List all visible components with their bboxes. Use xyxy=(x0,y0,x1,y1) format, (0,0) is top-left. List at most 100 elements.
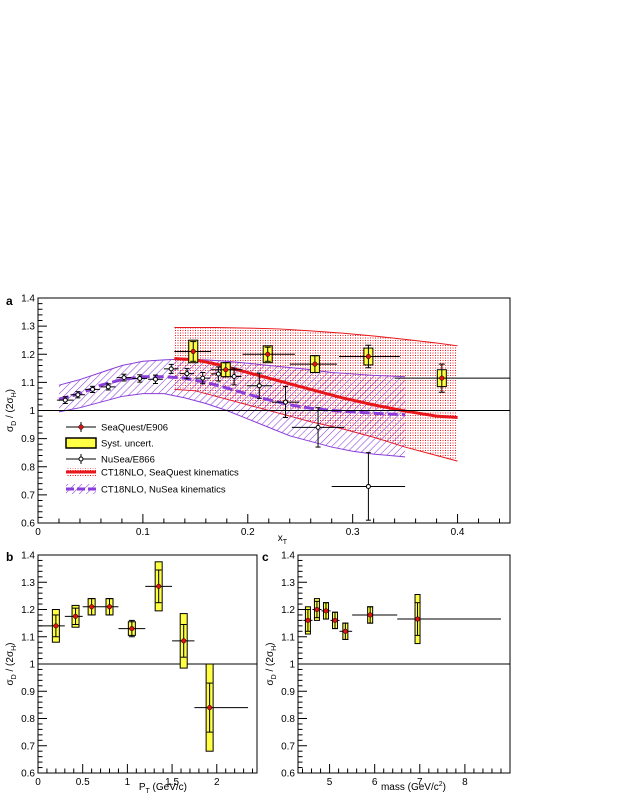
panel-c-xtick-label: 8 xyxy=(462,777,468,788)
mass-seaquest-point xyxy=(305,617,311,623)
panel-c-ytick-label: 1.4 xyxy=(281,551,295,562)
panel-b-xtick-label: 2 xyxy=(214,777,220,788)
legend-seaquest-marker xyxy=(78,424,84,430)
nusea-point xyxy=(152,376,158,382)
panel-a-xlabel-sub: T xyxy=(283,539,288,546)
nusea-point xyxy=(231,373,237,379)
panel-c-ytick-label: 0.7 xyxy=(281,741,295,752)
panel-c-ylabel-sub-d: D xyxy=(271,674,278,679)
mass-seaquest-point xyxy=(314,606,320,613)
nusea-point xyxy=(75,392,81,398)
nusea-point xyxy=(365,483,371,489)
panel-a-ytick-label: 0.9 xyxy=(21,434,35,445)
nusea-point xyxy=(215,371,221,377)
panel-b-xlabel-main: P xyxy=(139,782,146,793)
panel-a-ytick-label: 1 xyxy=(29,406,35,417)
legend-label-seaquest: SeaQuest/E906 xyxy=(101,423,168,434)
pt-seaquest-point xyxy=(207,705,213,711)
nusea-point xyxy=(137,375,143,381)
pt-seaquest-point xyxy=(53,623,59,629)
pt-seaquest-point xyxy=(89,604,95,610)
panel-c-ylabel-sigma-d: σ xyxy=(265,679,276,686)
legend-nusea-marker xyxy=(78,456,84,462)
panel-b-xtick-label: 0.5 xyxy=(76,777,90,788)
panel-a-data xyxy=(56,339,510,521)
nusea-point xyxy=(315,424,321,430)
panel-b-xtick-label: 1 xyxy=(125,777,131,788)
pt-seaquest-point xyxy=(129,626,135,632)
panel-a-legend: SeaQuest/E906 Syst. uncert. NuSea/E866 CT18… xyxy=(65,422,239,496)
panel-b-ylabel: σD / (2σH) xyxy=(5,642,18,685)
panel-b-ytick-label: 1.2 xyxy=(21,605,35,616)
panel-b-label: b xyxy=(6,550,13,564)
panel-a-ytick-label: 1.2 xyxy=(21,350,35,361)
seaquest-point xyxy=(365,353,371,360)
panel-a-ytick-label: 0.7 xyxy=(21,490,35,501)
seaquest-point xyxy=(312,361,318,367)
panel-a-ytick-label: 0.8 xyxy=(21,462,35,473)
panel-a-ylabel: σD / (2σH) xyxy=(5,389,18,432)
panel-b-ytick-label: 0.8 xyxy=(21,714,35,725)
panel-c-ytick-label: 1.1 xyxy=(281,632,295,643)
mass-seaquest-point xyxy=(414,616,421,622)
panel-b-ytick-label: 1.1 xyxy=(21,632,35,643)
panel-c-ytick-label: 1.3 xyxy=(281,578,295,589)
panel-a-xlabel: xT xyxy=(278,533,288,546)
panel-a-ylabel-sub-d: D xyxy=(11,421,18,426)
panel-a-ytick-label: 1.3 xyxy=(21,322,35,333)
panel-c-ytick-label: 1 xyxy=(289,660,295,671)
ct18-seaquest-band-upper xyxy=(174,327,458,347)
panel-c-xlabel-main: mass (GeV/c xyxy=(381,782,439,793)
panel-b-ytick-label: 0.7 xyxy=(21,741,35,752)
nusea-point xyxy=(105,384,111,390)
nusea-point xyxy=(200,375,206,381)
panel-a-ytick-label: 0.6 xyxy=(21,519,35,530)
panel-c-axes: 0.60.70.80.911.11.21.31.45 6 7 8σD / (2σH)m… xyxy=(265,551,511,793)
panel-a-xtick-label: 0.1 xyxy=(136,527,150,538)
pt-seaquest-point xyxy=(72,613,79,619)
nusea-point xyxy=(90,386,96,392)
mass-seaquest-point xyxy=(323,608,329,614)
panel-a-ytick-label: 1.1 xyxy=(21,378,35,389)
panel-c-data xyxy=(303,594,501,645)
panel-a-ytick-label: 1.4 xyxy=(21,294,35,305)
pt-seaquest-point xyxy=(181,638,187,644)
panel-b-xlabel-sub: T xyxy=(145,788,150,795)
panel-b-ytick-label: 1.4 xyxy=(21,551,35,562)
panel-c-xtick-label: 6 xyxy=(372,777,378,788)
pt-seaquest-point xyxy=(156,583,162,589)
legend-syst-box xyxy=(65,437,97,449)
panel-c-ylabel-end: ) xyxy=(265,642,276,645)
panel-c-xlabel-sup: 2 xyxy=(439,781,443,788)
mass-seaquest-point xyxy=(367,612,373,618)
panel-a-ylabel-end: ) xyxy=(5,389,16,392)
panel-b-xtick-label: 0 xyxy=(35,777,41,788)
panel-b-axes: 0.6 0.7 0.8 0.9 1 1.1 1.2 1.3 1.4 0 0.5 1 1.5 2 σD / (… xyxy=(5,551,258,795)
panel-c-ytick-label: 0.8 xyxy=(281,714,295,725)
panel-c: c 0.6 0.7 0.8 0.9 1 1.1 1.2 1.3 1.4 5 6 7 8 σD / (2σH… xyxy=(262,550,511,793)
panel-c-xtick-label: 7 xyxy=(417,777,423,788)
panel-a-bands xyxy=(58,327,458,462)
pt-seaquest-point xyxy=(106,604,113,610)
nusea-point xyxy=(121,375,127,381)
nusea-point xyxy=(62,397,68,403)
panel-b-ylabel-end: ) xyxy=(5,642,16,645)
panel-b-xlabel: PT (GeV/c) xyxy=(139,782,187,795)
panel-c-ytick-label: 0.6 xyxy=(281,769,295,780)
panel-b-ylabel-mid: / (2σ xyxy=(5,650,16,674)
panel-a-xtick-label: 0 xyxy=(35,527,41,538)
panel-c-ytick-label: 0.9 xyxy=(281,687,295,698)
panel-c-ylabel: σD / (2σH) xyxy=(265,642,278,685)
panel-b-data xyxy=(38,561,249,752)
panel-b-ytick-label: 0.9 xyxy=(21,687,35,698)
nusea-point xyxy=(256,383,262,389)
legend-label-ct18_nu: CT18NLO, NuSea kinematics xyxy=(101,485,226,496)
panel-b: b 0.6 0.7 0.8 0.9 1 1.1 1.2 1.3 1.4 0 0.5 1 1.5 2 σD /… xyxy=(5,550,258,795)
panel-c-xlabel-tail: ) xyxy=(443,782,446,793)
nusea-point xyxy=(184,371,190,377)
panel-c-ytick-label: 1.2 xyxy=(281,605,295,616)
nusea-point xyxy=(283,399,289,405)
ct18-nusea-band xyxy=(58,359,406,457)
mass-seaquest-point xyxy=(332,617,338,623)
